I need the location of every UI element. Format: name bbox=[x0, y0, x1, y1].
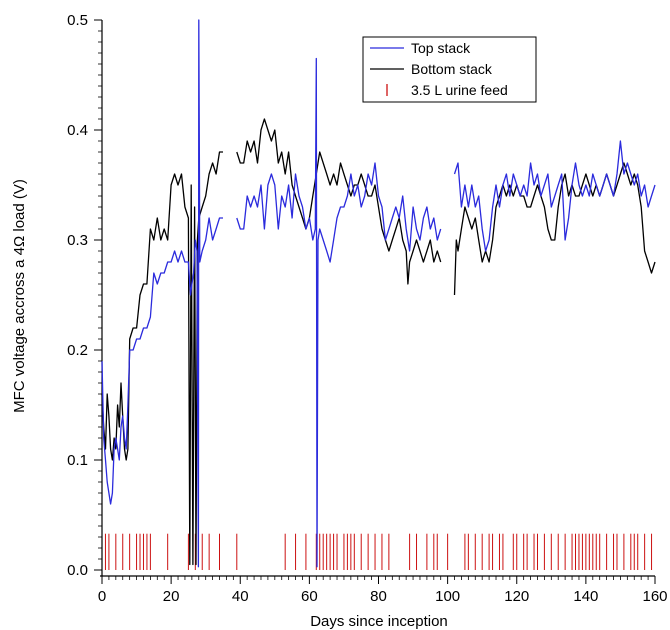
x-tick-label: 60 bbox=[301, 588, 318, 605]
series-lines bbox=[101, 19, 656, 568]
y-tick-label: 0.3 bbox=[67, 232, 88, 249]
y-axis-title: MFC voltage accross a 4Ω load (V) bbox=[11, 179, 28, 413]
x-tick-label: 120 bbox=[504, 588, 529, 605]
top-stack-line bbox=[453, 140, 656, 252]
legend-label-bottom-stack: Bottom stack bbox=[411, 61, 493, 77]
legend: Top stack Bottom stack 3.5 L urine feed bbox=[362, 36, 537, 103]
bottom-stack-line bbox=[453, 162, 656, 296]
x-tick-label: 100 bbox=[435, 588, 460, 605]
tick-labels: 0.0 0.1 0.2 0.3 0.4 0.5 0 20 40 60 80 100 120 140 160 bbox=[67, 12, 667, 605]
axes bbox=[100, 20, 655, 577]
y-tick-label: 0.4 bbox=[67, 122, 88, 139]
top-stack-line bbox=[236, 57, 442, 568]
tick-marks bbox=[94, 19, 656, 584]
x-tick-label: 140 bbox=[573, 588, 598, 605]
bottom-stack-line bbox=[236, 118, 442, 285]
bottom-stack-line bbox=[101, 151, 223, 566]
x-tick-label: 20 bbox=[163, 588, 180, 605]
top-stack-line bbox=[101, 19, 223, 568]
x-tick-label: 0 bbox=[98, 588, 106, 605]
x-tick-label: 80 bbox=[370, 588, 387, 605]
x-axis-title: Days since inception bbox=[310, 613, 448, 630]
y-tick-label: 0.2 bbox=[67, 342, 88, 359]
x-tick-label: 40 bbox=[232, 588, 249, 605]
y-tick-label: 0.0 bbox=[67, 562, 88, 579]
y-tick-label: 0.1 bbox=[67, 452, 88, 469]
y-tick-label: 0.5 bbox=[67, 12, 88, 29]
legend-label-urine-feed: 3.5 L urine feed bbox=[411, 82, 508, 98]
legend-label-top-stack: Top stack bbox=[411, 40, 471, 56]
urine-feed-marks bbox=[104, 533, 653, 570]
x-tick-label: 160 bbox=[642, 588, 667, 605]
